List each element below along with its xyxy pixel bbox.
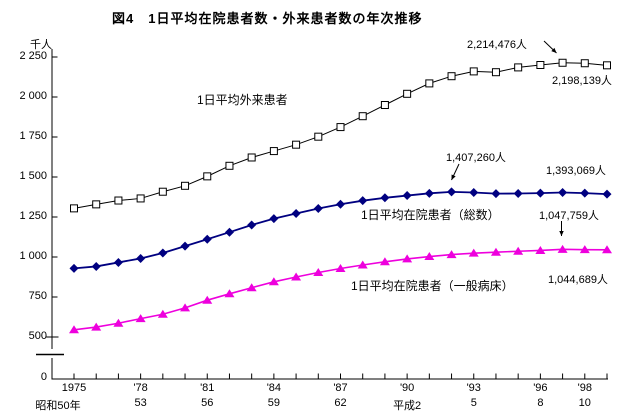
marker-triangle: [91, 322, 102, 331]
marker-diamond: [535, 188, 545, 198]
series-label-outpatient: 1日平均外来患者: [197, 93, 288, 107]
marker-square: [181, 181, 190, 190]
marker-triangle: [513, 246, 524, 255]
marker-square: [358, 112, 367, 121]
marker-diamond: [513, 188, 523, 198]
marker-diamond: [580, 188, 590, 198]
marker-triangle: [446, 250, 457, 259]
marker-triangle: [468, 248, 479, 257]
marker-triangle: [180, 303, 191, 312]
marker-square: [269, 147, 278, 156]
marker-diamond: [224, 227, 234, 237]
marker-diamond: [447, 187, 457, 197]
marker-square: [336, 123, 345, 132]
marker-square: [403, 89, 412, 98]
marker-triangle: [535, 245, 546, 254]
series-line-0: [73, 62, 608, 209]
marker-square: [203, 172, 212, 181]
marker-square: [70, 204, 78, 213]
marker-square: [114, 196, 123, 205]
series-label-inpatient-general: 1日平均在院患者（一般病床）: [351, 279, 514, 293]
marker-triangle: [224, 289, 235, 298]
marker-diamond: [558, 188, 568, 198]
marker-square: [292, 140, 301, 149]
marker-diamond: [269, 214, 279, 224]
marker-diamond: [202, 234, 212, 244]
marker-triangle: [69, 325, 79, 334]
marker-square: [447, 72, 456, 81]
marker-diamond: [113, 257, 123, 267]
marker-triangle: [357, 260, 368, 269]
marker-triangle: [557, 244, 568, 253]
marker-triangle: [579, 245, 590, 254]
marker-triangle: [490, 247, 501, 256]
annotation-arrowhead: [559, 230, 564, 236]
marker-diamond: [469, 188, 479, 198]
annotation-arrowhead: [551, 47, 557, 53]
annotation-arrowhead: [451, 174, 456, 180]
marker-diamond: [136, 253, 146, 263]
marker-triangle: [313, 268, 324, 277]
marker-square: [158, 187, 167, 196]
y-axis-unit-label: 千人: [30, 39, 52, 51]
marker-square: [136, 194, 145, 203]
marker-triangle: [113, 318, 124, 327]
marker-diamond: [247, 220, 257, 230]
marker-diamond: [358, 196, 368, 206]
marker-diamond: [69, 263, 79, 273]
marker-square: [558, 58, 567, 67]
marker-square: [491, 68, 500, 77]
series-line-2: [73, 248, 608, 331]
marker-triangle: [602, 245, 612, 254]
marker-triangle: [335, 264, 346, 273]
marker-triangle: [424, 252, 435, 261]
marker-square: [92, 200, 101, 209]
marker-square: [469, 67, 478, 76]
marker-triangle: [402, 254, 413, 263]
marker-diamond: [313, 204, 323, 214]
marker-triangle: [268, 277, 279, 286]
marker-square: [514, 63, 523, 72]
marker-diamond: [491, 189, 501, 199]
marker-triangle: [291, 272, 302, 281]
marker-triangle: [246, 283, 257, 292]
marker-triangle: [202, 295, 213, 304]
marker-square: [247, 153, 256, 162]
marker-diamond: [291, 208, 301, 218]
marker-diamond: [180, 241, 190, 251]
marker-diamond: [336, 199, 345, 209]
marker-diamond: [380, 193, 390, 203]
marker-square: [314, 132, 323, 141]
marker-square: [580, 59, 589, 68]
marker-square: [225, 161, 234, 170]
marker-square: [536, 61, 545, 69]
marker-diamond: [91, 261, 101, 271]
marker-diamond: [402, 191, 412, 201]
marker-triangle: [157, 309, 168, 318]
marker-square: [603, 61, 611, 70]
marker-triangle: [379, 257, 390, 266]
page-title: 図4 1日平均在院患者数・外来患者数の年次推移: [112, 11, 423, 26]
marker-square: [380, 101, 389, 109]
marker-diamond: [158, 248, 168, 258]
series-label-inpatient-total: 1日平均在院患者（総数）: [361, 208, 500, 222]
marker-square: [425, 79, 434, 88]
marker-triangle: [135, 314, 146, 323]
marker-diamond: [424, 188, 434, 198]
marker-diamond: [602, 189, 612, 199]
